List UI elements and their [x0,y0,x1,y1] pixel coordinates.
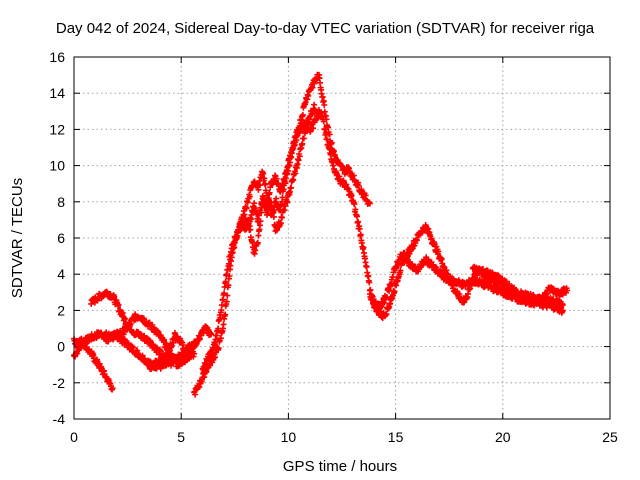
y-tick-label: 6 [57,230,65,246]
grid [74,57,610,419]
x-tick-label: 5 [177,429,185,445]
plot-frame [73,56,611,420]
x-axis-label: GPS time / hours [283,458,397,475]
series-marks [469,263,571,307]
chart-title: Day 042 of 2024, Sidereal Day-to-day VTE… [56,20,595,37]
x-tick-label: 25 [602,429,618,445]
x-tick-label: 15 [388,429,404,445]
y-tick-label: 0 [57,339,65,355]
y-tick-label: -4 [53,411,66,427]
series-trace-5 [146,329,198,373]
y-tick-label: 10 [49,158,65,174]
y-tick-label: 12 [49,121,65,137]
data-series [71,71,571,398]
x-tick-label: 0 [70,429,78,445]
y-tick-label: -2 [53,375,66,391]
x-tick-label: 20 [495,429,511,445]
y-tick-label: 8 [57,194,65,210]
series-trace-6 [191,101,566,398]
series-marks [238,111,322,257]
y-axis-label: SDTVAR / TECUs [9,178,26,298]
series-trace-8 [238,111,322,257]
series-trace-10 [469,263,571,307]
y-tick-label: 4 [57,266,65,282]
axis-ticks: 0 5 10 15 20 25 -4 -2 0 2 4 6 8 10 12 14 16 [49,49,618,445]
y-tick-label: 16 [49,49,65,65]
series-marks [191,101,566,398]
y-tick-label: 2 [57,302,65,318]
y-tick-label: 14 [49,85,65,101]
x-tick-label: 10 [281,429,297,445]
series-marks [146,329,198,373]
